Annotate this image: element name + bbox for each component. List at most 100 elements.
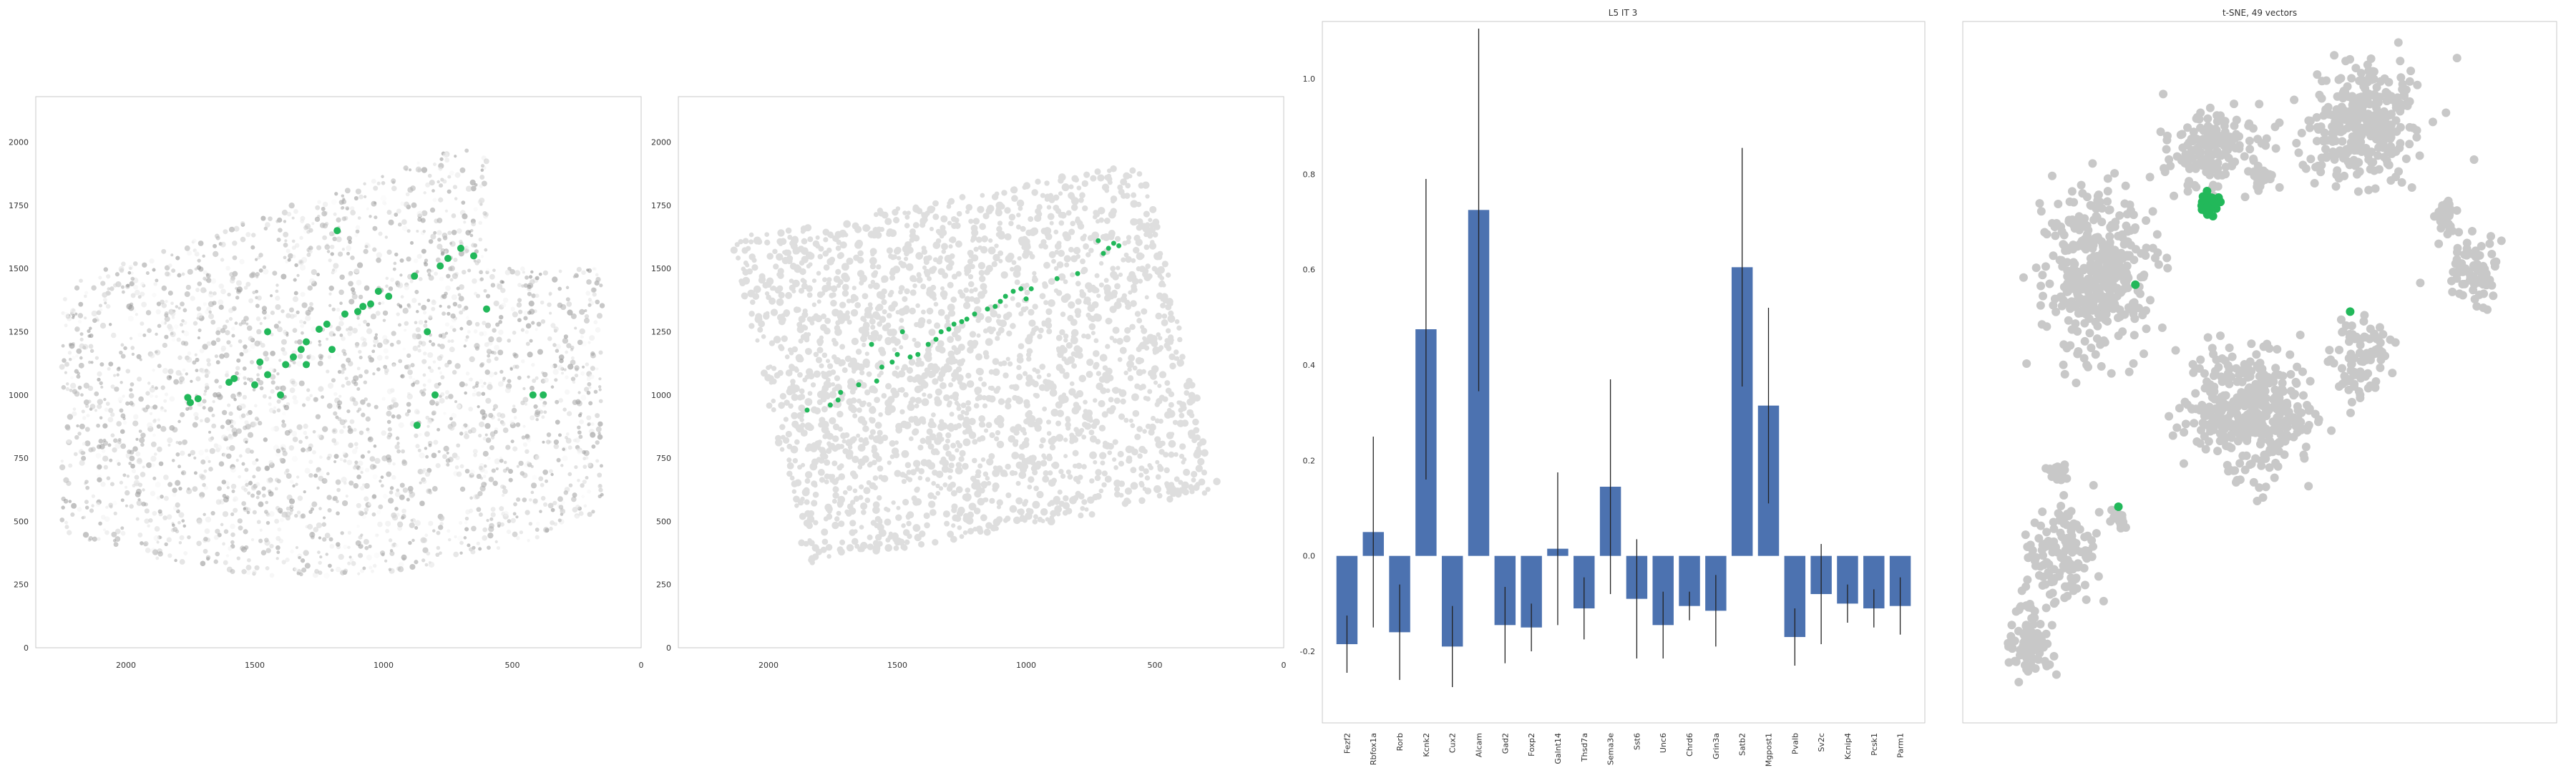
cell-dot (400, 295, 404, 299)
cell-dot (306, 388, 311, 392)
cell-dot (595, 276, 601, 283)
cell-dot (813, 370, 821, 378)
cell-dot (483, 464, 487, 468)
cell-dot (480, 362, 485, 367)
plot-frame (1962, 21, 2557, 724)
cell-dot (522, 472, 528, 478)
cell-dot (1128, 174, 1133, 179)
cell-dot (332, 236, 337, 242)
cell-dot (475, 381, 479, 385)
cell-dot (99, 416, 103, 420)
cell-dot (959, 449, 966, 457)
cell-dot (277, 326, 283, 333)
cell-dot (552, 369, 559, 375)
cell-dot (356, 474, 361, 480)
cell-dot (462, 269, 467, 275)
cell-dot (423, 323, 428, 328)
y-tick-label: 250 (14, 580, 29, 590)
cell-dot (482, 412, 488, 419)
cell-dot (1010, 186, 1018, 194)
cell-dot (748, 232, 754, 238)
cell-dot (230, 326, 235, 331)
cell-dot (439, 551, 442, 555)
cell-dot (987, 246, 996, 255)
cell-dot (280, 273, 287, 280)
cell-dot (481, 180, 487, 187)
cell-dot (836, 410, 844, 418)
cell-dot (1128, 290, 1133, 295)
cell-dot (882, 434, 889, 442)
cell-dot (998, 258, 1003, 263)
cell-dot (502, 427, 509, 434)
cell-dot (257, 364, 263, 370)
cell-dot (537, 349, 543, 355)
cell-dot (1143, 244, 1150, 251)
cell-dot (587, 381, 592, 386)
cell-dot (975, 353, 982, 361)
cell-dot (459, 284, 464, 290)
cell-dot (437, 449, 441, 454)
cell-dot (558, 269, 562, 273)
cell-dot (832, 423, 840, 431)
cell-dot (1033, 392, 1038, 398)
cell-dot (967, 339, 975, 347)
cell-dot (546, 432, 552, 437)
cell-dot (316, 486, 320, 490)
cell-dot (314, 568, 319, 574)
cell-dot (398, 562, 404, 568)
cell-dot (202, 254, 205, 258)
cell-dot (835, 268, 841, 275)
cell-dot (595, 440, 600, 445)
cell-dot (208, 310, 212, 314)
cell-dot (178, 541, 182, 545)
cell-dot (1059, 329, 1065, 336)
cell-dot (414, 321, 418, 325)
plot-frame (35, 96, 642, 648)
cell-dot (444, 157, 450, 163)
cell-dot (558, 398, 563, 403)
cell-dot (435, 462, 441, 469)
cell-dot (950, 296, 957, 303)
cell-dot (326, 403, 333, 409)
cell-dot (808, 262, 813, 267)
cell-dot (444, 209, 449, 213)
cell-dot (886, 247, 893, 254)
cell-dot (156, 424, 162, 429)
cell-dot (355, 446, 358, 450)
cell-dot (155, 556, 160, 560)
cell-dot (530, 465, 534, 468)
cell-dot (599, 283, 603, 288)
cell-dot (885, 322, 892, 329)
cell-dot (478, 512, 483, 517)
cell-dot (338, 289, 344, 296)
cell-dot (577, 430, 582, 435)
cell-dot (523, 316, 528, 321)
cell-dot (1058, 469, 1064, 475)
cell-dot (788, 403, 794, 409)
cell-dot (1112, 273, 1119, 281)
cell-dot (1174, 319, 1180, 324)
cell-dot (517, 283, 522, 288)
cell-dot (597, 434, 603, 440)
cell-dot (1113, 491, 1121, 498)
cell-dot (309, 302, 313, 306)
cell-dot (170, 331, 176, 338)
cell-dot (513, 502, 517, 507)
cell-dot (535, 528, 540, 532)
cell-dot (1149, 240, 1155, 245)
cell-dot (495, 322, 500, 327)
cell-dot (89, 508, 94, 513)
cell-dot (293, 399, 298, 405)
cell-dot (161, 248, 167, 254)
cell-dot (1028, 308, 1035, 316)
cell-dot (197, 402, 203, 407)
cell-dot (373, 338, 379, 344)
cell-dot (1168, 310, 1174, 316)
cell-dot (346, 409, 351, 414)
cell-dot (988, 238, 993, 243)
highlight-point (424, 328, 431, 336)
cell-dot (1046, 431, 1052, 436)
cell-dot (847, 319, 852, 325)
cell-dot (857, 444, 866, 452)
cell-dot (1031, 189, 1038, 196)
